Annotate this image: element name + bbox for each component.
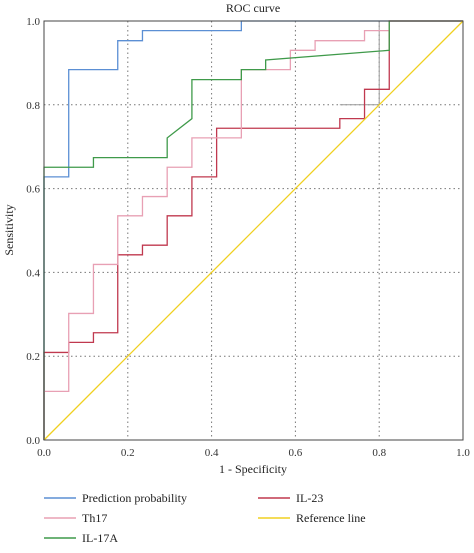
series-lines xyxy=(43,20,464,441)
y-tick-label: 0.4 xyxy=(26,267,40,279)
y-tick-label: 1.0 xyxy=(26,16,40,28)
legend-label-prediction-probability: Prediction probability xyxy=(82,491,187,505)
series-line-il-17a xyxy=(43,20,463,440)
y-tick-label: 0.8 xyxy=(26,100,40,112)
series-line-prediction-probability xyxy=(43,20,463,440)
series-line-reference-line xyxy=(43,20,464,441)
legend: Prediction probability IL-23 Th17 Reference… xyxy=(44,491,366,545)
x-tick-label: 0.6 xyxy=(289,447,303,459)
x-tick-label: 0.8 xyxy=(372,447,386,459)
series-line-il-23 xyxy=(43,20,463,440)
series-line-th17 xyxy=(43,20,463,440)
x-tick-label: 1.0 xyxy=(456,447,470,459)
y-tick-label: 0.6 xyxy=(26,184,40,196)
x-tick-label: 0.2 xyxy=(121,447,135,459)
x-axis-title: 1 - Specificity xyxy=(219,462,287,476)
tick-labels: 0.0 0.2 0.4 0.6 0.8 1.0 0.0 0.2 0.4 0.6 0.8 1.0 xyxy=(26,16,470,459)
y-axis-title: Sensitivity xyxy=(2,204,16,255)
plot-frame xyxy=(43,20,464,441)
legend-label-il-17a: IL-17A xyxy=(82,531,118,545)
legend-label-reference-line: Reference line xyxy=(296,511,366,525)
legend-label-il-23: IL-23 xyxy=(296,491,323,505)
y-tick-label: 0.0 xyxy=(26,435,40,447)
x-tick-label: 0.0 xyxy=(37,447,51,459)
legend-label-th17: Th17 xyxy=(82,511,107,525)
y-tick-label: 0.2 xyxy=(26,351,40,363)
x-tick-label: 0.4 xyxy=(205,447,219,459)
chart-title: ROC curve xyxy=(226,1,280,15)
